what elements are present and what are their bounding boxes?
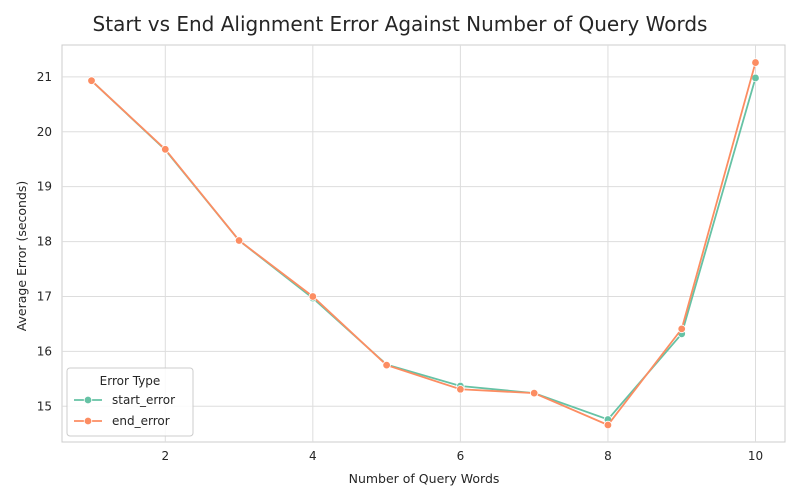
legend-label: start_error [112,393,175,407]
data-point [603,420,613,430]
x-tick-label: 8 [604,449,612,463]
legend-marker [83,395,93,405]
y-tick-labels: 15 16 17 18 19 20 21 [37,70,52,413]
legend-label: end_error [112,414,170,428]
data-point [87,76,96,85]
legend: Error Type start_error end_error [66,367,194,437]
x-tick-label: 2 [161,449,169,463]
x-tick-labels: 2 4 6 8 10 [161,449,763,463]
x-axis-label: Number of Query Words [349,471,500,486]
x-tick-label: 10 [748,449,763,463]
data-point [751,58,760,67]
legend-items: start_error end_error [74,393,175,428]
series-line [90,62,757,427]
series-end_error [87,58,760,430]
y-axis-label: Average Error (seconds) [14,181,29,332]
data-point [308,292,318,301]
y-tick-label: 17 [37,289,52,303]
y-tick-label: 18 [37,235,52,249]
data-point [529,388,539,398]
legend-title: Error Type [100,374,161,388]
data-point [677,324,686,334]
data-point [382,360,391,370]
series-layer [87,58,760,430]
data-point [161,145,170,154]
y-tick-label: 21 [37,70,52,84]
y-tick-label: 19 [37,180,52,194]
legend-item-end_error: end_error [74,414,170,428]
legend-marker [83,416,93,426]
y-tick-label: 20 [37,125,52,139]
legend-item-start_error: start_error [74,393,175,407]
x-tick-label: 6 [457,449,465,463]
y-tick-label: 16 [37,344,52,358]
y-tick-label: 15 [37,399,52,413]
data-point [456,385,465,394]
x-tick-label: 4 [309,449,317,463]
data-point [234,236,244,245]
chart-title: Start vs End Alignment Error Against Num… [93,12,708,36]
legend-box [66,367,194,437]
